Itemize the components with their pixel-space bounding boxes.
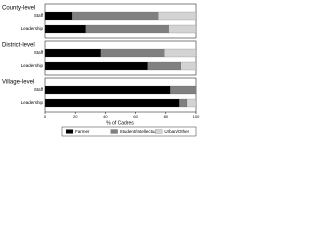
bar-segment [44,85,171,95]
legend-swatch [65,129,74,134]
panel-frame [44,40,197,76]
bar-segment [100,48,165,58]
y-tick-label: Staff [34,50,44,55]
x-tick-label: 20 [73,114,78,119]
legend-swatch [110,129,118,134]
x-tick-label: 0 [44,114,47,119]
panel-label: District-level [2,43,35,49]
bar-segment [180,61,197,71]
legend-label: Student/Intellectual [120,129,158,134]
x-tick-label: 100 [193,114,200,119]
x-tick-label: 80 [164,114,169,119]
panel-label: County-level [2,6,35,12]
panel-frame [44,77,197,113]
bar-segment [72,11,159,21]
bar-segment [147,61,181,71]
legend-label: Farmer [75,129,90,134]
bar-segment [44,24,86,34]
bar-segment [179,98,188,108]
bar-segment [85,24,169,34]
y-tick-label: Leadership [21,63,44,68]
y-tick-label: Staff [34,13,44,18]
panel-label: Village-level [2,80,34,86]
bar-segment [186,98,197,108]
bar-segment [44,48,101,58]
y-tick-label: Leadership [21,100,44,105]
bar-segment [164,48,197,58]
bar-segment [168,24,197,34]
y-tick-label: Staff [34,87,44,92]
bar-segment [170,85,197,95]
bar-segment [44,61,148,71]
y-tick-label: Leadership [21,26,44,31]
legend-swatch [155,129,163,134]
bar-segment [44,98,180,108]
x-tick-label: 40 [103,114,108,119]
x-tick-label: 60 [133,114,138,119]
chart: % of Cadres County-level District-level Vi… [2,3,200,137]
bar-segment [158,11,197,21]
bar-segment [44,11,73,21]
panel-frame [44,3,197,39]
legend-frame [61,126,197,137]
page: {"chart_data": {"type": "bar", "orientat… [0,0,200,138]
legend-label: Urban/Other [164,129,189,134]
x-axis-label: % of Cadres [106,120,134,126]
